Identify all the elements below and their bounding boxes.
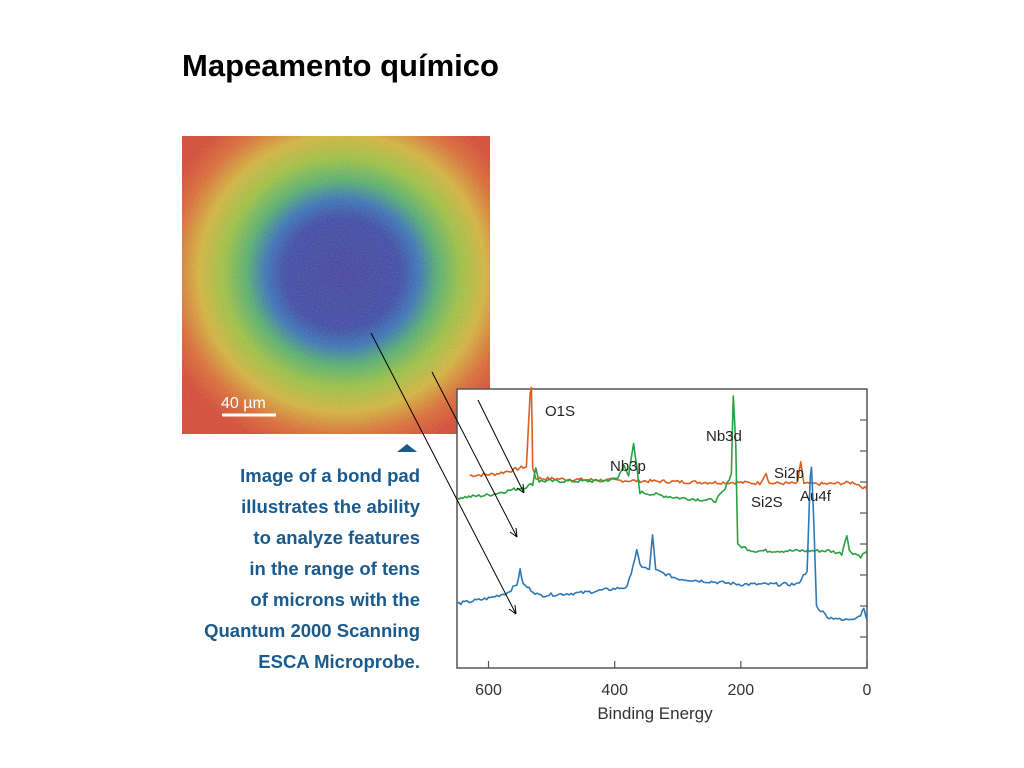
figure-caption: Image of a bond pad illustrates the abil… [170, 460, 420, 677]
peak-label-au4f: Au4f [800, 488, 832, 505]
arrow-to-orange [477, 399, 525, 494]
x-tick-label: 0 [863, 682, 872, 699]
peak-label-nb3d: Nb3d [706, 428, 742, 445]
peak-label-o1s: O1S [545, 403, 575, 420]
series-line-2 [456, 466, 868, 622]
x-tick-label: 400 [601, 682, 628, 699]
caption-line: ESCA Microprobe. [258, 651, 420, 672]
caption-line: to analyze features [253, 527, 420, 548]
spectrum-chart: 600 400 200 0 O1S Nb3p Nb3d Si2p Si2S Au4f … [456, 386, 872, 723]
peak-label-nb3p: Nb3p [610, 458, 646, 475]
arrowhead-green-icon [509, 527, 518, 538]
x-tick-label: 200 [727, 682, 754, 699]
arrow-to-blue [370, 332, 517, 615]
series-line-1 [456, 395, 868, 559]
series-layer [456, 386, 868, 622]
leader-arrows [370, 332, 525, 615]
slide-title: Mapeamento químico [182, 48, 499, 83]
arrow-to-green [431, 371, 518, 538]
caption-line: Quantum 2000 Scanning [204, 620, 420, 641]
x-axis-label: Binding Energy [597, 704, 713, 723]
caption-line: of microns with the [250, 589, 420, 610]
arrowhead-orange-icon [516, 483, 525, 494]
series-line-0 [469, 386, 868, 490]
peak-label-si2p: Si2p [774, 465, 804, 482]
arrowhead-blue-icon [508, 604, 517, 615]
peak-label-si2s: Si2S [751, 494, 783, 511]
scale-bar-label: 40 µm [221, 395, 266, 412]
xps-image-map: 40 µm [182, 136, 490, 434]
caption-line: in the range of tens [249, 558, 420, 579]
x-axis-ticks: 600 400 200 0 [475, 661, 872, 699]
peak-labels: O1S Nb3p Nb3d Si2p Si2S Au4f [545, 403, 832, 511]
caption-line: illustrates the ability [241, 496, 420, 517]
x-tick-label: 600 [475, 682, 502, 699]
plot-frame [456, 388, 868, 669]
right-axis-ticks [860, 419, 867, 638]
pointer-marker-icon [397, 444, 417, 452]
caption-line: Image of a bond pad [240, 465, 420, 486]
